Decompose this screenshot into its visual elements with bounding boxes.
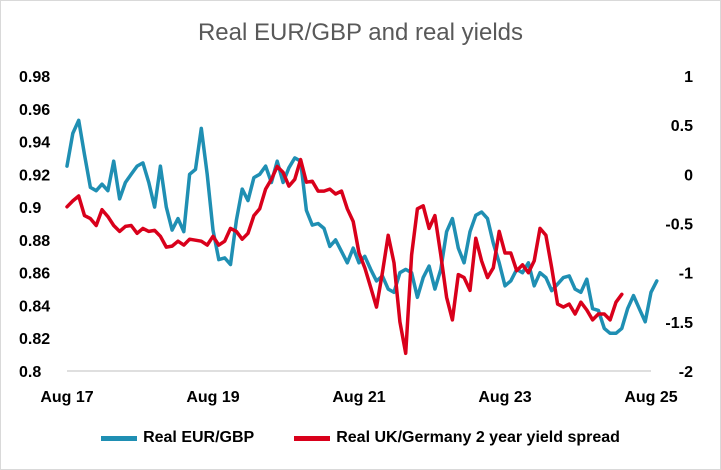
legend-item-eurgbp: Real EUR/GBP <box>101 429 254 447</box>
y-left-tick-label: 0.8 <box>19 364 41 381</box>
series-line-eurgbp <box>65 118 659 336</box>
y-left-tick-label: 0.9 <box>19 200 41 217</box>
y-right-tick-label: -0.5 <box>665 217 693 234</box>
x-tick-label: Aug 19 <box>186 389 239 406</box>
legend-label-yield-spread: Real UK/Germany 2 year yield spread <box>336 429 620 446</box>
x-tick-label: Aug 25 <box>624 389 677 406</box>
x-tick-label: Aug 21 <box>332 389 385 406</box>
series-line-yield-spread <box>65 157 624 356</box>
legend-swatch-yield-spread <box>294 435 331 441</box>
y-right-tick-label: 1 <box>684 69 693 86</box>
chart-legend: Real EUR/GBP Real UK/Germany 2 year yiel… <box>1 429 720 447</box>
y-right-tick-label: 0.5 <box>671 118 693 135</box>
legend-swatch-eurgbp <box>101 435 138 441</box>
y-right-tick-label: 0 <box>684 167 693 184</box>
y-right-tick-label: -1.5 <box>665 315 693 332</box>
x-tick-label: Aug 17 <box>40 389 93 406</box>
y-left-tick-label: 0.82 <box>19 331 50 348</box>
legend-label-eurgbp: Real EUR/GBP <box>143 429 255 446</box>
y-right-tick-label: -1 <box>679 266 693 283</box>
y-right-tick-label: -2 <box>679 364 693 381</box>
chart-title: Real EUR/GBP and real yields <box>197 19 524 46</box>
x-tick-label: Aug 23 <box>478 389 531 406</box>
legend-item-yield-spread: Real UK/Germany 2 year yield spread <box>294 429 620 447</box>
y-left-tick-label: 0.84 <box>19 298 50 315</box>
y-left-tick-label: 0.96 <box>19 102 50 119</box>
y-left-tick-label: 0.98 <box>19 69 50 86</box>
y-left-tick-label: 0.94 <box>19 135 50 152</box>
y-left-tick-label: 0.86 <box>19 266 50 283</box>
y-left-tick-label: 0.92 <box>19 167 50 184</box>
chart-plot: 0.98 0.96 0.94 0.92 0.9 0.88 0.86 0.84 0.82 0.8 1 0… <box>19 69 693 406</box>
y-left-tick-label: 0.88 <box>19 233 50 250</box>
